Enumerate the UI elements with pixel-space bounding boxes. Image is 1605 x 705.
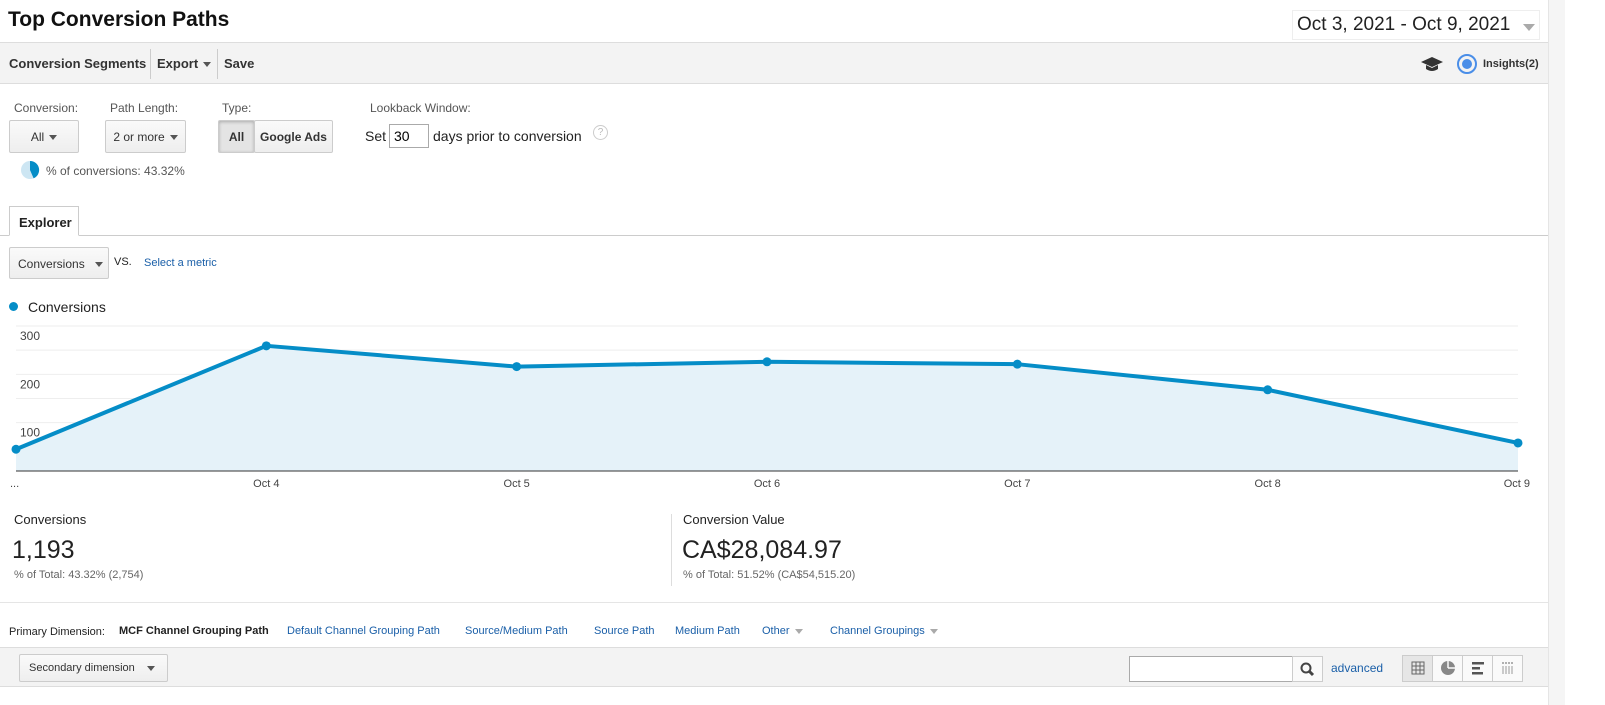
secondary-dimension-label: Secondary dimension bbox=[29, 662, 135, 674]
caret-down-icon bbox=[49, 135, 58, 141]
path-length-dropdown[interactable]: 2 or more bbox=[105, 120, 186, 153]
view-switcher bbox=[1402, 655, 1523, 682]
percent-conversions: % of conversions: 43.32% bbox=[46, 164, 185, 178]
page-title: Top Conversion Paths bbox=[8, 8, 230, 31]
toolbar: Conversion Segments Export Save Insights… bbox=[0, 42, 1548, 84]
caret-down-icon bbox=[203, 62, 212, 68]
save-button[interactable]: Save bbox=[224, 56, 255, 71]
dimension-source-medium[interactable]: Source/Medium Path bbox=[465, 625, 568, 637]
tab-explorer[interactable]: Explorer bbox=[9, 206, 79, 236]
insights-button[interactable]: Insights(2) bbox=[1483, 58, 1539, 70]
chevron-down-icon bbox=[1523, 24, 1535, 31]
x-tick-label: Oct 6 bbox=[754, 478, 780, 490]
lookback-label: Lookback Window: bbox=[370, 101, 471, 115]
other-label: Other bbox=[762, 625, 790, 637]
conversion-label: Conversion: bbox=[14, 101, 79, 115]
x-tick-label: Oct 9 bbox=[1504, 478, 1530, 490]
select-metric-link[interactable]: Select a metric bbox=[144, 257, 217, 269]
pivot-view-button[interactable] bbox=[1493, 656, 1523, 681]
summary-conversions-sub: % of Total: 43.32% (2,754) bbox=[14, 569, 144, 581]
conversion-segments-button[interactable]: Conversion Segments bbox=[9, 56, 147, 71]
bar-view-button[interactable] bbox=[1463, 656, 1493, 681]
dimension-source[interactable]: Source Path bbox=[594, 625, 655, 637]
channel-groupings-dropdown[interactable]: Channel Groupings bbox=[830, 625, 938, 637]
table-controls-bar: Secondary dimension advanced bbox=[0, 647, 1548, 687]
type-google-ads-button[interactable]: Google Ads bbox=[254, 120, 333, 153]
path-length-value: 2 or more bbox=[113, 130, 165, 144]
x-tick-label: Oct 8 bbox=[1255, 478, 1281, 490]
summary-conversions-label: Conversions bbox=[14, 512, 87, 527]
bar-view-icon bbox=[1472, 662, 1484, 675]
y-tick-label: 100 bbox=[20, 426, 40, 440]
type-label: Type: bbox=[222, 101, 252, 115]
lookback-days-input[interactable] bbox=[389, 124, 429, 148]
summary-value-value: CA$28,084.97 bbox=[682, 536, 842, 564]
y-tick-label: 300 bbox=[20, 329, 40, 343]
scrollbar[interactable] bbox=[1548, 0, 1565, 705]
advanced-link[interactable]: advanced bbox=[1331, 661, 1384, 675]
export-label: Export bbox=[157, 56, 199, 71]
pie-view-icon bbox=[1441, 661, 1455, 675]
divider bbox=[217, 49, 218, 79]
x-tick-label: Oct 7 bbox=[1004, 478, 1030, 490]
help-icon[interactable]: ? bbox=[593, 125, 608, 140]
lookback-prefix: Set bbox=[365, 128, 387, 144]
pie-percent-icon bbox=[21, 160, 40, 179]
divider bbox=[150, 49, 151, 79]
x-tick-label: Oct 4 bbox=[253, 478, 279, 490]
legend-dot-icon bbox=[9, 302, 18, 311]
data-point bbox=[11, 444, 21, 454]
vs-label: VS. bbox=[114, 256, 132, 268]
primary-dimension-label: Primary Dimension: bbox=[9, 626, 105, 638]
data-point bbox=[512, 362, 522, 372]
summary-conversions-value: 1,193 bbox=[12, 536, 75, 564]
legend-conversions: Conversions bbox=[28, 299, 106, 315]
caret-down-icon bbox=[94, 262, 103, 268]
data-point bbox=[1263, 385, 1273, 395]
caret-down-icon bbox=[794, 628, 803, 634]
date-range-text: Oct 3, 2021 - Oct 9, 2021 bbox=[1297, 14, 1511, 35]
metric-dropdown[interactable]: Conversions bbox=[9, 247, 109, 279]
conversion-value: All bbox=[30, 130, 45, 144]
insights-icon[interactable] bbox=[1456, 53, 1478, 75]
tab-divider bbox=[0, 235, 1548, 236]
dimension-medium[interactable]: Medium Path bbox=[675, 625, 740, 637]
pivot-view-icon bbox=[1502, 662, 1514, 674]
pie-view-button[interactable] bbox=[1433, 656, 1463, 681]
summary-value-label: Conversion Value bbox=[683, 512, 785, 527]
search-icon bbox=[1300, 662, 1315, 677]
divider bbox=[0, 602, 1548, 603]
data-point bbox=[261, 341, 271, 351]
data-point bbox=[762, 357, 772, 367]
conversions-chart: 100 200 300... Oct 4 Oct 5 Oct 6 Oct 7 Oct 8 Oct… bbox=[10, 325, 1530, 490]
caret-down-icon bbox=[169, 135, 178, 141]
search-button[interactable] bbox=[1292, 656, 1323, 682]
dimension-selected[interactable]: MCF Channel Grouping Path bbox=[119, 625, 269, 637]
channel-groupings-label: Channel Groupings bbox=[830, 625, 925, 637]
type-all-button[interactable]: All bbox=[218, 120, 255, 153]
caret-down-icon bbox=[146, 665, 155, 671]
graduation-cap-icon[interactable] bbox=[1420, 55, 1444, 73]
export-button[interactable]: Export bbox=[157, 56, 212, 71]
table-search-input[interactable] bbox=[1129, 656, 1293, 682]
data-point bbox=[1012, 359, 1022, 369]
table-view-button[interactable] bbox=[1403, 656, 1433, 681]
path-length-label: Path Length: bbox=[110, 101, 179, 115]
dimension-default-channel[interactable]: Default Channel Grouping Path bbox=[287, 625, 440, 637]
x-tick-label: ... bbox=[10, 478, 19, 490]
summary-value-sub: % of Total: 51.52% (CA$54,515.20) bbox=[683, 569, 856, 581]
metric-value: Conversions bbox=[18, 257, 85, 271]
divider bbox=[671, 514, 672, 586]
y-tick-label: 200 bbox=[20, 377, 40, 391]
caret-down-icon bbox=[929, 628, 938, 634]
secondary-dimension-dropdown[interactable]: Secondary dimension bbox=[19, 654, 168, 682]
table-view-icon bbox=[1411, 661, 1425, 675]
data-point bbox=[1513, 438, 1523, 448]
date-range-picker[interactable]: Oct 3, 2021 - Oct 9, 2021 bbox=[1292, 10, 1540, 40]
dimension-other-dropdown[interactable]: Other bbox=[762, 625, 803, 637]
conversion-dropdown[interactable]: All bbox=[9, 120, 79, 153]
lookback-suffix: days prior to conversion bbox=[433, 128, 582, 144]
x-tick-label: Oct 5 bbox=[504, 478, 530, 490]
